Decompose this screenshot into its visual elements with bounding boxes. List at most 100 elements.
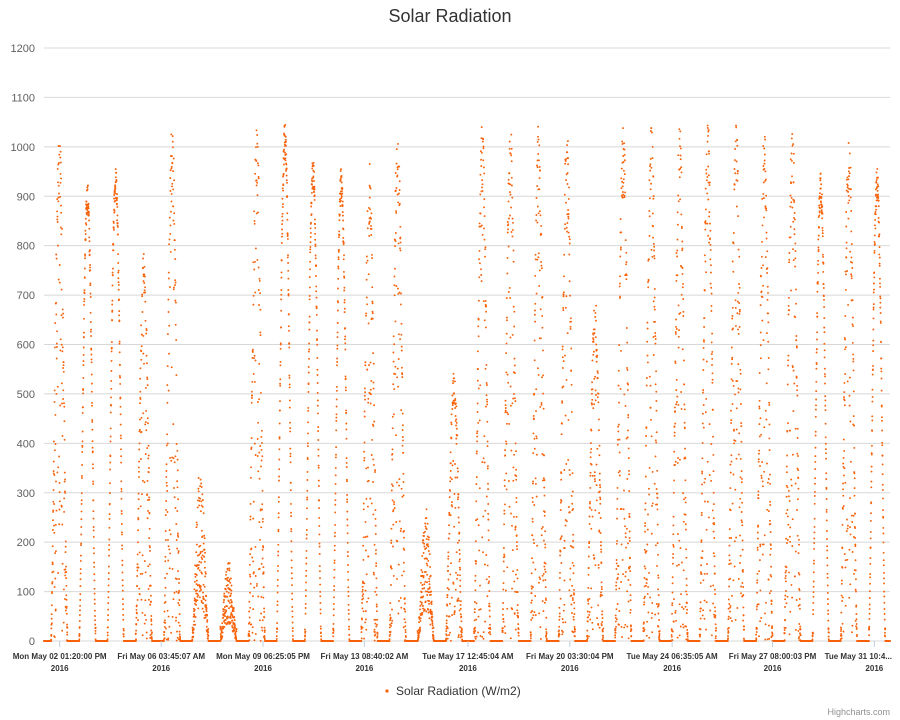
data-point[interactable] — [426, 564, 429, 567]
data-point[interactable] — [306, 442, 309, 445]
data-point[interactable] — [195, 521, 198, 524]
data-point[interactable] — [510, 184, 513, 187]
data-point[interactable] — [287, 313, 290, 316]
data-point[interactable] — [256, 194, 259, 197]
data-point[interactable] — [278, 409, 281, 412]
data-point[interactable] — [138, 475, 140, 478]
data-point[interactable] — [374, 469, 377, 472]
data-point[interactable] — [261, 455, 264, 458]
data-point[interactable] — [80, 533, 83, 536]
data-point[interactable] — [314, 275, 317, 277]
data-point[interactable] — [425, 528, 428, 531]
data-point[interactable] — [454, 420, 457, 423]
data-point[interactable] — [203, 585, 206, 588]
data-point[interactable] — [57, 181, 59, 184]
data-point[interactable] — [309, 235, 312, 238]
data-point[interactable] — [458, 566, 461, 569]
data-point[interactable] — [253, 357, 255, 360]
data-point[interactable] — [307, 366, 310, 368]
data-point[interactable] — [61, 562, 64, 565]
data-point[interactable] — [207, 634, 210, 637]
data-point[interactable] — [61, 316, 64, 319]
data-point[interactable] — [200, 486, 203, 488]
data-point[interactable] — [459, 600, 462, 603]
data-point[interactable] — [118, 351, 121, 354]
data-point[interactable] — [254, 633, 257, 635]
data-point[interactable] — [92, 529, 95, 532]
data-point[interactable] — [81, 450, 84, 453]
data-point[interactable] — [194, 623, 197, 626]
data-point[interactable] — [205, 604, 208, 607]
data-point[interactable] — [166, 333, 169, 336]
data-point[interactable] — [140, 358, 143, 361]
data-point[interactable] — [81, 477, 83, 479]
data-point[interactable] — [317, 439, 320, 441]
data-point[interactable] — [59, 150, 62, 153]
data-point[interactable] — [150, 618, 153, 621]
data-point[interactable] — [250, 623, 253, 626]
data-point[interactable] — [454, 476, 457, 479]
data-point[interactable] — [275, 640, 278, 642]
data-point[interactable] — [421, 584, 424, 586]
data-point[interactable] — [249, 553, 252, 556]
data-point[interactable] — [513, 372, 516, 374]
data-point[interactable] — [368, 163, 371, 165]
data-point[interactable] — [393, 275, 396, 278]
data-point[interactable] — [203, 534, 206, 537]
data-point[interactable] — [346, 551, 349, 553]
data-point[interactable] — [172, 205, 175, 208]
data-point[interactable] — [63, 420, 66, 423]
data-point[interactable] — [308, 286, 311, 289]
data-point[interactable] — [235, 636, 238, 639]
data-point[interactable] — [55, 392, 58, 395]
data-point[interactable] — [488, 580, 491, 583]
data-point[interactable] — [112, 249, 115, 252]
data-point[interactable] — [150, 638, 153, 640]
data-point[interactable] — [342, 241, 345, 244]
data-point[interactable] — [483, 461, 486, 464]
data-point[interactable] — [165, 484, 168, 487]
data-point[interactable] — [278, 479, 280, 482]
data-point[interactable] — [94, 615, 96, 617]
data-point[interactable] — [139, 367, 142, 370]
data-point[interactable] — [286, 256, 289, 259]
data-point[interactable] — [121, 547, 124, 550]
data-point[interactable] — [390, 567, 393, 570]
data-point[interactable] — [65, 577, 68, 580]
data-point[interactable] — [428, 586, 431, 589]
data-point[interactable] — [476, 432, 478, 435]
data-point[interactable] — [306, 498, 309, 501]
data-point[interactable] — [290, 530, 293, 533]
data-point[interactable] — [65, 565, 67, 568]
data-point[interactable] — [336, 361, 339, 363]
data-point[interactable] — [169, 169, 172, 172]
data-point[interactable] — [371, 302, 374, 305]
data-point[interactable] — [119, 413, 122, 416]
data-point[interactable] — [252, 303, 255, 306]
data-point[interactable] — [255, 129, 258, 132]
data-point[interactable] — [199, 587, 202, 590]
data-point[interactable] — [193, 608, 196, 611]
data-point[interactable] — [228, 580, 231, 583]
data-point[interactable] — [90, 353, 93, 356]
data-point[interactable] — [92, 480, 95, 483]
data-point[interactable] — [176, 630, 178, 633]
data-point[interactable] — [291, 606, 294, 608]
data-point[interactable] — [280, 309, 283, 312]
data-point[interactable] — [290, 515, 293, 518]
data-point[interactable] — [259, 334, 262, 337]
data-point[interactable] — [391, 619, 394, 622]
data-point[interactable] — [80, 474, 83, 477]
data-point[interactable] — [144, 423, 147, 426]
data-point[interactable] — [80, 502, 83, 505]
data-point[interactable] — [313, 179, 315, 182]
data-point[interactable] — [502, 560, 505, 563]
data-point[interactable] — [477, 335, 480, 338]
data-point[interactable] — [93, 609, 96, 612]
data-point[interactable] — [122, 603, 124, 606]
data-point[interactable] — [58, 491, 61, 494]
data-point[interactable] — [261, 441, 263, 444]
data-point[interactable] — [251, 631, 254, 634]
data-point[interactable] — [176, 636, 179, 639]
data-point[interactable] — [305, 574, 308, 577]
